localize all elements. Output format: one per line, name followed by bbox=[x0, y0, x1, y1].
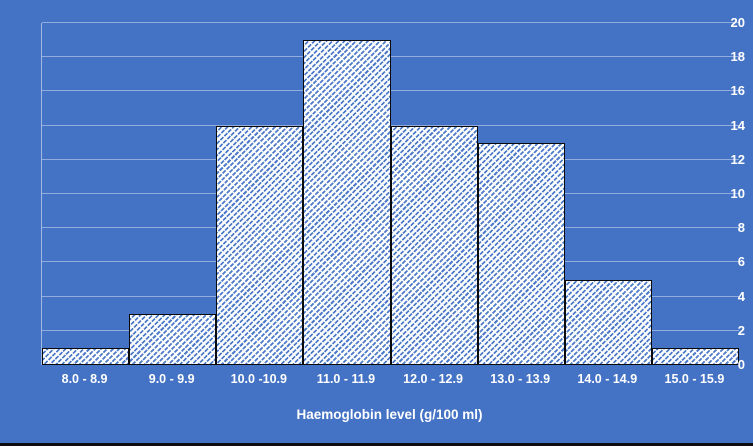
y-tick-label-12: 12 bbox=[730, 151, 745, 167]
plot-area bbox=[41, 22, 739, 365]
y-tick-label-0: 0 bbox=[737, 357, 745, 372]
bar-12.0-12.9 bbox=[390, 125, 478, 365]
gridline-16 bbox=[42, 90, 739, 92]
chart-bottom-edge bbox=[0, 443, 753, 446]
bar-9.0-9.9 bbox=[129, 313, 217, 365]
y-tick-label-18: 18 bbox=[730, 49, 745, 65]
bar-10.0-10.9 bbox=[216, 125, 304, 365]
y-tick-label-20: 20 bbox=[730, 15, 745, 30]
x-axis-labels: 8.0 - 8.9 9.0 - 9.9 10.0 -10.9 11.0 - 11.9 1… bbox=[41, 372, 738, 390]
x-tick-label-8.0-8.9: 8.0 - 8.9 bbox=[61, 372, 108, 386]
x-axis-title: Haemoglobin level (g/100 ml) bbox=[296, 407, 483, 422]
gridline-18 bbox=[42, 56, 739, 58]
y-tick-label-10: 10 bbox=[730, 186, 745, 201]
bar-11.0-11.9 bbox=[303, 40, 391, 365]
gridline-20 bbox=[42, 22, 739, 23]
y-tick-label-4: 4 bbox=[737, 288, 745, 304]
x-tick-label-14.0-14.9: 14.0 - 14.9 bbox=[577, 372, 638, 386]
bar-8.0-8.9 bbox=[42, 347, 130, 365]
x-tick-label-15.0-15.9: 15.0 - 15.9 bbox=[664, 372, 725, 386]
bar-13.0-13.9 bbox=[477, 142, 565, 365]
x-tick-label-12.0-12.9: 12.0 - 12.9 bbox=[403, 372, 463, 386]
x-tick-label-9.0-9.9: 9.0 - 9.9 bbox=[148, 372, 195, 386]
y-tick-label-16: 16 bbox=[730, 83, 745, 99]
y-tick-label-2: 2 bbox=[737, 322, 745, 338]
x-tick-label-11.0-11.9: 11.0 - 11.9 bbox=[316, 372, 376, 386]
y-tick-label-14: 14 bbox=[730, 117, 745, 133]
y-tick-label-6: 6 bbox=[737, 254, 745, 270]
x-tick-label-13.0-13.9: 13.0 - 13.9 bbox=[490, 372, 551, 386]
x-tick-label-10.0-10.9: 10.0 -10.9 bbox=[230, 372, 287, 386]
bar-15.0-15.9 bbox=[651, 347, 739, 365]
bar-14.0-14.9 bbox=[564, 279, 652, 365]
y-tick-label-8: 8 bbox=[737, 220, 745, 236]
gridline-14 bbox=[42, 124, 739, 126]
